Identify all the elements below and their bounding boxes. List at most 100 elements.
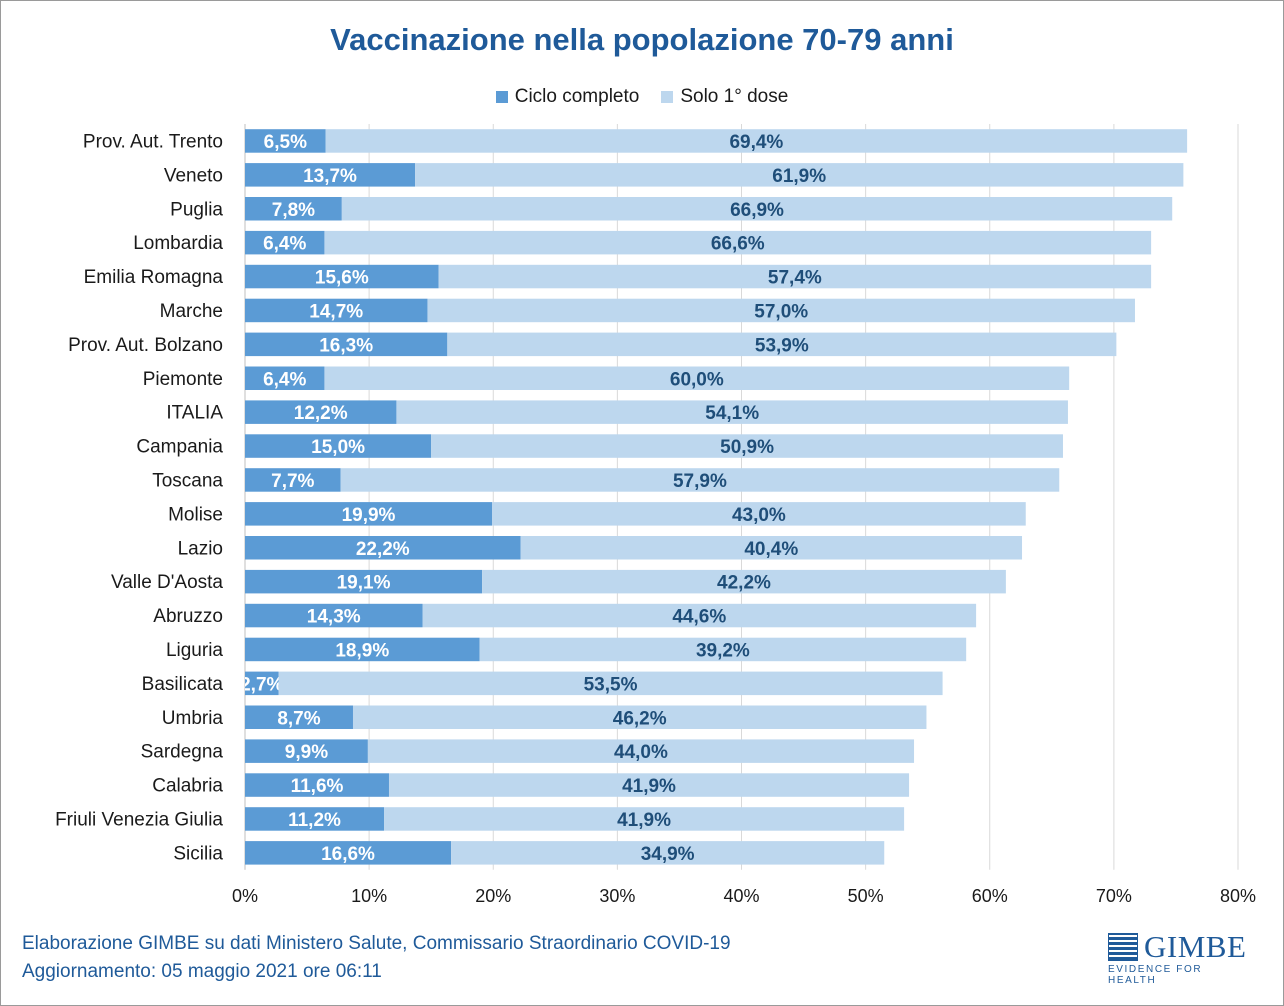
category-label-toscana: Toscana bbox=[152, 470, 223, 491]
category-label-lombardia: Lombardia bbox=[133, 233, 223, 254]
category-label-prov-aut-trento: Prov. Aut. Trento bbox=[83, 131, 223, 152]
bar-solo-1-dose-veneto bbox=[415, 163, 1184, 187]
bar-solo-1-dose-piemonte bbox=[324, 366, 1070, 390]
data-label-ciclo-completo-piemonte: 6,4% bbox=[263, 369, 306, 390]
bar-solo-1-dose-liguria bbox=[479, 637, 967, 662]
bar-ciclo-completo-sicilia bbox=[245, 841, 452, 865]
data-label-solo-1-dose-basilicata: 53,5% bbox=[584, 674, 638, 695]
data-label-ciclo-completo-sardegna: 9,9% bbox=[285, 742, 328, 763]
bar-solo-1-dose-emilia-romagna bbox=[438, 264, 1152, 289]
bar-solo-1-dose-friuli-venezia-giulia bbox=[384, 807, 905, 831]
category-label-sardegna: Sardegna bbox=[141, 742, 224, 763]
x-tick-label-50: 50% bbox=[848, 886, 884, 906]
bar-ciclo-completo-calabria bbox=[245, 773, 389, 797]
x-tick-label-30: 30% bbox=[599, 886, 635, 906]
category-label-lazio: Lazio bbox=[178, 538, 223, 559]
data-label-solo-1-dose-puglia: 66,9% bbox=[730, 200, 784, 221]
bar-ciclo-completo-umbria bbox=[245, 705, 353, 729]
x-tick-label-10: 10% bbox=[351, 886, 387, 906]
data-label-ciclo-completo-campania: 15,0% bbox=[311, 437, 365, 458]
bar-ciclo-completo-prov-aut-bolzano bbox=[245, 332, 448, 357]
data-label-ciclo-completo-sicilia: 16,6% bbox=[321, 844, 375, 865]
footer-source: Elaborazione GIMBE su dati Ministero Sal… bbox=[22, 933, 731, 954]
bar-solo-1-dose-sicilia bbox=[451, 841, 885, 865]
category-label-italia: ITALIA bbox=[166, 403, 223, 424]
logo-grid-icon bbox=[1108, 933, 1138, 961]
data-label-solo-1-dose-piemonte: 60,0% bbox=[670, 369, 724, 390]
data-label-ciclo-completo-basilicata: 2,7% bbox=[240, 674, 283, 695]
data-label-ciclo-completo-liguria: 18,9% bbox=[335, 640, 389, 661]
bar-ciclo-completo-lombardia bbox=[245, 230, 325, 255]
category-label-umbria: Umbria bbox=[162, 708, 224, 729]
data-label-ciclo-completo-prov-aut-trento: 6,5% bbox=[264, 132, 307, 153]
bar-solo-1-dose-sardegna bbox=[367, 739, 915, 763]
data-label-solo-1-dose-toscana: 57,9% bbox=[673, 471, 727, 492]
bar-ciclo-completo-italia bbox=[245, 400, 397, 424]
bar-ciclo-completo-piemonte bbox=[245, 366, 325, 390]
bar-solo-1-dose-lazio bbox=[520, 536, 1023, 560]
bar-ciclo-completo-emilia-romagna bbox=[245, 264, 439, 289]
data-label-ciclo-completo-molise: 19,9% bbox=[342, 505, 396, 526]
data-label-ciclo-completo-umbria: 8,7% bbox=[277, 708, 320, 729]
bar-ciclo-completo-valle-d-aosta bbox=[245, 569, 483, 594]
category-label-sicilia: Sicilia bbox=[173, 843, 223, 864]
bar-ciclo-completo-toscana bbox=[245, 468, 341, 492]
bar-solo-1-dose-toscana bbox=[340, 468, 1060, 492]
data-label-solo-1-dose-molise: 43,0% bbox=[732, 505, 786, 526]
data-label-ciclo-completo-puglia: 7,8% bbox=[272, 200, 315, 221]
data-label-ciclo-completo-veneto: 13,7% bbox=[303, 166, 357, 187]
data-label-solo-1-dose-italia: 54,1% bbox=[705, 403, 759, 424]
data-label-solo-1-dose-prov-aut-trento: 69,4% bbox=[729, 132, 783, 153]
chart-title: Vaccinazione nella popolazione 70-79 ann… bbox=[330, 22, 954, 57]
x-tick-label-80: 80% bbox=[1220, 886, 1256, 906]
data-label-ciclo-completo-prov-aut-bolzano: 16,3% bbox=[319, 335, 373, 356]
bar-solo-1-dose-marche bbox=[427, 298, 1135, 323]
data-label-solo-1-dose-prov-aut-bolzano: 53,9% bbox=[755, 335, 809, 356]
logo-name: GIMBE bbox=[1144, 929, 1247, 964]
category-label-puglia: Puglia bbox=[170, 199, 223, 220]
legend-label-solo-prima-dose: Solo 1° dose bbox=[680, 86, 789, 107]
bar-solo-1-dose-calabria bbox=[388, 773, 910, 797]
bar-ciclo-completo-puglia bbox=[245, 197, 342, 221]
x-tick-label-20: 20% bbox=[475, 886, 511, 906]
category-label-emilia-romagna: Emilia Romagna bbox=[84, 267, 224, 288]
category-label-molise: Molise bbox=[168, 504, 223, 525]
data-label-solo-1-dose-sardegna: 44,0% bbox=[614, 742, 668, 763]
bar-ciclo-completo-friuli-venezia-giulia bbox=[245, 807, 385, 831]
bar-ciclo-completo-prov-aut-trento bbox=[245, 129, 326, 153]
data-label-ciclo-completo-toscana: 7,7% bbox=[271, 471, 314, 492]
bar-ciclo-completo-campania bbox=[245, 434, 432, 458]
bar-solo-1-dose-valle-d-aosta bbox=[482, 569, 1006, 594]
x-tick-label-40: 40% bbox=[723, 886, 759, 906]
data-label-ciclo-completo-emilia-romagna: 15,6% bbox=[315, 268, 369, 289]
bar-solo-1-dose-prov-aut-bolzano bbox=[447, 332, 1117, 357]
gimbe-logo: GIMBE EVIDENCE FOR HEALTH bbox=[1108, 929, 1248, 986]
data-label-ciclo-completo-abruzzo: 14,3% bbox=[307, 607, 361, 628]
bar-solo-1-dose-italia bbox=[396, 400, 1068, 424]
data-label-ciclo-completo-lombardia: 6,4% bbox=[263, 234, 306, 255]
bar-ciclo-completo-molise bbox=[245, 502, 493, 526]
data-label-ciclo-completo-friuli-venezia-giulia: 11,2% bbox=[288, 810, 341, 831]
x-tick-label-0: 0% bbox=[232, 886, 258, 906]
bar-ciclo-completo-basilicata bbox=[245, 671, 279, 696]
category-label-marche: Marche bbox=[160, 301, 223, 322]
category-label-abruzzo: Abruzzo bbox=[153, 606, 223, 627]
logo-tagline: EVIDENCE FOR HEALTH bbox=[1108, 964, 1203, 986]
category-label-basilicata: Basilicata bbox=[142, 674, 224, 695]
bar-solo-1-dose-umbria bbox=[352, 705, 927, 729]
bar-ciclo-completo-lazio bbox=[245, 536, 521, 560]
data-label-solo-1-dose-sicilia: 34,9% bbox=[641, 844, 695, 865]
bar-ciclo-completo-veneto bbox=[245, 163, 416, 187]
data-label-solo-1-dose-umbria: 46,2% bbox=[613, 708, 667, 729]
category-label-calabria: Calabria bbox=[152, 776, 223, 797]
data-label-ciclo-completo-lazio: 22,2% bbox=[356, 539, 410, 560]
bar-solo-1-dose-lombardia bbox=[324, 230, 1152, 255]
bar-ciclo-completo-sardegna bbox=[245, 739, 368, 763]
legend-swatch-solo-prima-dose bbox=[661, 91, 674, 103]
data-label-ciclo-completo-calabria: 11,6% bbox=[291, 776, 344, 797]
data-label-solo-1-dose-valle-d-aosta: 42,2% bbox=[717, 573, 771, 594]
data-label-solo-1-dose-emilia-romagna: 57,4% bbox=[768, 268, 822, 289]
data-label-solo-1-dose-marche: 57,0% bbox=[754, 301, 808, 322]
data-label-solo-1-dose-liguria: 39,2% bbox=[696, 640, 750, 661]
data-label-ciclo-completo-marche: 14,7% bbox=[309, 301, 363, 322]
